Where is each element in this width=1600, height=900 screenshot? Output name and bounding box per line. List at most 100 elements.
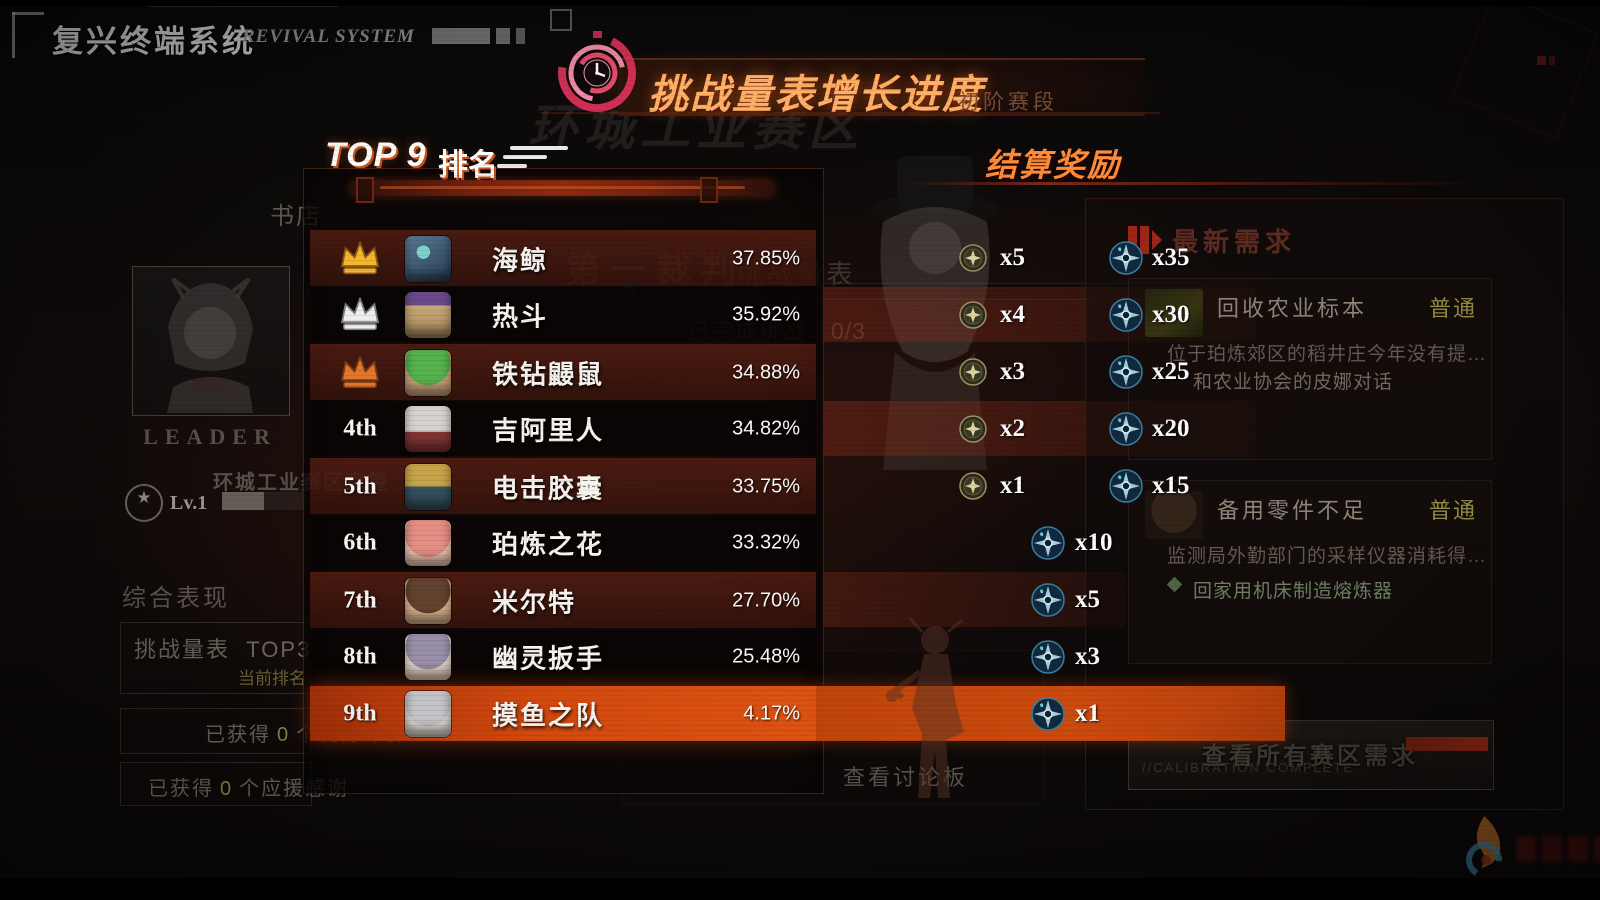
avatar: [405, 291, 451, 338]
quest-rarity-tag: 普通: [1428, 498, 1477, 523]
crown-gold-icon: [338, 239, 382, 277]
reward-row: x1 x15: [830, 458, 1270, 513]
gear-count: x10: [1075, 528, 1113, 556]
demand-card[interactable]: 备用零件不足 普通 监测局外勤部门的采样仪器消耗得… 回家用机床制造熔炼器: [1128, 480, 1492, 664]
avatar: [405, 235, 451, 282]
gear-count: x5: [1075, 585, 1100, 613]
gear-count: x35: [1152, 243, 1190, 271]
rank-label: 5th: [343, 473, 377, 499]
player-name: 电击胶囊: [492, 473, 605, 503]
gear-count: x3: [1075, 642, 1100, 670]
gear-part-icon: [1108, 468, 1144, 504]
gear-count: x25: [1152, 357, 1190, 385]
gear-part-icon: [1030, 582, 1066, 618]
player-percent: 34.88%: [732, 361, 800, 383]
player-percent: 4.17%: [743, 702, 800, 724]
avatar: [405, 463, 451, 510]
demand-card[interactable]: 回收农业标本 普通 位于珀炼郊区的稻井庄今年没有提… 和农业协会的皮娜对话: [1128, 278, 1492, 460]
player-percent: 34.82%: [732, 417, 800, 439]
rank-label: 8th: [343, 643, 377, 669]
reward-row: x2 x20: [830, 401, 1270, 456]
system-title: 复兴终端系统: [52, 24, 256, 59]
player-name: 铁钻鼹鼠: [492, 359, 605, 389]
rank-label: 9th: [343, 700, 377, 726]
gear-count: x20: [1152, 414, 1190, 442]
level-label: Lv.1: [170, 492, 208, 514]
system-subtitle: REVIVAL SYSTEM: [242, 26, 415, 47]
player-name: 海鲸: [492, 245, 549, 275]
player-name: 摸鱼之队: [492, 700, 605, 730]
panel-top-pipe-core: [380, 186, 745, 189]
rank-label: 6th: [343, 529, 377, 555]
reward-row: x4 x30: [830, 287, 1270, 342]
gear-part-icon: [1030, 525, 1066, 561]
player-name: 米尔特: [492, 587, 577, 617]
stat-prefix: 已获得: [148, 778, 214, 800]
corner-bracket: [12, 12, 44, 15]
banner-title: 挑战量表增长进度: [648, 73, 984, 117]
coin-count: x5: [1000, 243, 1025, 271]
leaderboard-row[interactable]: 7th 米尔特 27.70%: [310, 572, 816, 628]
leaderboard-row[interactable]: 6th 珀炼之花 33.32%: [310, 515, 816, 570]
gauge-label: 挑战量表: [134, 637, 231, 662]
leader-portrait: [132, 266, 290, 416]
leaderboard-row-highlighted[interactable]: 9th 摸鱼之队 4.17%: [310, 686, 816, 741]
reward-row: x10: [830, 515, 1270, 570]
rank-label: 4th: [343, 415, 377, 441]
button-red-streak: [1406, 737, 1488, 751]
stage-label: 初阶赛段: [958, 91, 1058, 114]
performance-title: 综合表现: [122, 585, 230, 612]
leader-label: LEADER: [143, 424, 277, 449]
view-all-demands-label: 查看所有赛区需求: [1202, 743, 1418, 770]
leaderboard-row[interactable]: 铁钻鼹鼠 34.88%: [310, 344, 816, 400]
pipe-clamp: [700, 177, 718, 203]
current-rank-label: 当前排名: [238, 669, 306, 688]
coin-count: x4: [1000, 300, 1025, 328]
speed-lines-icon: [510, 146, 568, 150]
red-decor: [1537, 56, 1546, 65]
player-percent: 25.48%: [732, 645, 800, 667]
level-progress-fill: [222, 492, 264, 510]
banner-underline: [540, 112, 1160, 114]
pipe-clamp: [356, 177, 374, 203]
speed-lines-icon: [497, 164, 527, 168]
player-percent: 33.75%: [732, 475, 800, 497]
commend-coin-icon: [958, 414, 988, 444]
gear-part-icon: [1108, 411, 1144, 447]
rewards-title: 结算奖励: [985, 147, 1122, 183]
leaderboard-row[interactable]: 8th 幽灵扳手 25.48%: [310, 629, 816, 684]
corner-bracket: [12, 12, 15, 58]
reward-row: x5 x35: [830, 230, 1270, 285]
header-bar-decor: [496, 28, 510, 44]
gauge-value: TOP3: [246, 637, 312, 662]
letterbox-top: [0, 0, 1600, 6]
leaderboard-row[interactable]: 4th 吉阿里人 34.82%: [310, 401, 816, 456]
rewards-divider: [905, 182, 1465, 185]
banner-bar: [618, 58, 1145, 116]
quest-objective: 回家用机床制造熔炼器: [1193, 581, 1394, 602]
reward-row: x3 x25: [830, 344, 1270, 399]
avatar: [405, 633, 451, 680]
reward-row-highlighted: x1: [830, 686, 1270, 741]
quest-description: 位于珀炼郊区的稻井庄今年没有提…: [1167, 344, 1488, 365]
praise-stat-box: [120, 708, 312, 754]
player-percent: 37.85%: [732, 247, 800, 269]
player-name: 珀炼之花: [492, 529, 605, 559]
leaderboard-title-rank: 排名: [438, 149, 498, 182]
avatar: [405, 349, 451, 396]
header-bar-decor: [432, 28, 490, 44]
avatar: [405, 577, 451, 624]
player-name: 热斗: [492, 301, 549, 331]
quest-title: 回收农业标本: [1217, 296, 1368, 321]
player-name: 幽灵扳手: [492, 643, 605, 673]
reward-row: x5: [830, 572, 1270, 627]
commend-coin-icon: [958, 243, 988, 273]
gauge-stat-box: [120, 622, 312, 694]
leaderboard-row[interactable]: 海鲸 37.85%: [310, 230, 816, 286]
coin-count: x1: [1000, 471, 1025, 499]
leaderboard-row[interactable]: 5th 电击胶囊 33.75%: [310, 458, 816, 514]
leaderboard-row[interactable]: 热斗 35.92%: [310, 287, 816, 342]
quest-thumbnail: [1145, 289, 1203, 337]
commend-coin-icon: [958, 471, 988, 501]
demand-flag-icon: [1128, 226, 1162, 254]
